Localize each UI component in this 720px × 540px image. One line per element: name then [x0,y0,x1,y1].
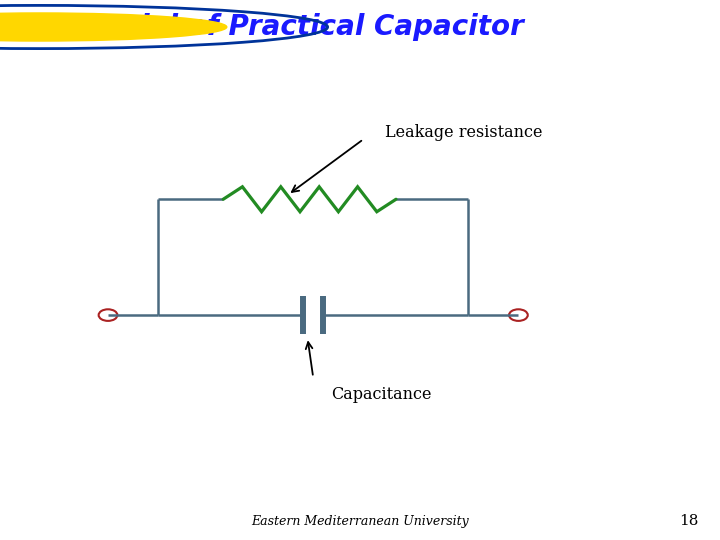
Text: Eastern Mediterranean University: Eastern Mediterranean University [251,515,469,528]
Text: Leakage resistance: Leakage resistance [385,124,543,141]
Text: Capacitance: Capacitance [331,387,432,403]
Circle shape [0,5,328,49]
Text: Model of Practical Capacitor: Model of Practical Capacitor [83,13,523,41]
Circle shape [0,13,227,41]
Text: 18: 18 [679,514,698,528]
